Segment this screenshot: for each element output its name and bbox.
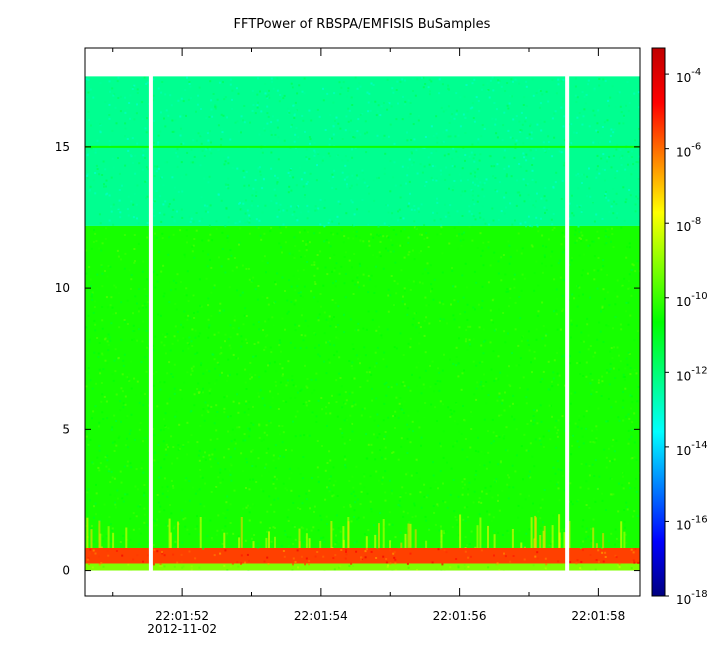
- colorbar-tick-label: 10-12: [676, 365, 708, 383]
- y-tick-label: 0: [62, 564, 70, 578]
- spectrogram-band-3: [85, 563, 640, 571]
- y-tick-label: 15: [55, 140, 70, 154]
- colorbar: 10-4 10-6 10-8 10-10 10-12 10-14 10-16 10-18: [651, 47, 708, 607]
- x-tick-label: 22:01:58: [571, 609, 625, 623]
- colorbar-tick-label: 10-14: [676, 440, 708, 458]
- x-date-label: 2012-11-02: [147, 622, 217, 636]
- y-axis: 0 5 10 15: [55, 140, 640, 578]
- x-tick-label: 22:01:56: [433, 609, 487, 623]
- y-tick-label: 5: [62, 422, 70, 436]
- x-tick-label: 22:01:52: [155, 609, 209, 623]
- spectrogram-band-0: [85, 76, 640, 226]
- data-gap-1: [565, 48, 570, 596]
- no-data-bottom: [85, 570, 640, 596]
- no-data-top: [85, 48, 640, 77]
- x-tick-label: 22:01:54: [294, 609, 348, 623]
- spectrogram-texture: [85, 76, 640, 573]
- colorbar-tick-label: 10-10: [676, 291, 708, 309]
- plot-frame: [84, 47, 641, 597]
- y-tick-label: 10: [55, 281, 70, 295]
- colorbar-tick-label: 10-16: [676, 514, 708, 532]
- chart-title: FFTPower of RBSPA/EMFISIS BuSamples: [233, 17, 491, 32]
- colorbar-tick-label: 10-6: [676, 142, 701, 160]
- spectrogram-data: [85, 48, 640, 596]
- colorbar-gradient: [651, 47, 666, 597]
- spectrogram-bursts: [86, 514, 626, 548]
- data-gap-0: [148, 48, 153, 596]
- colorbar-tick-label: 10-18: [676, 589, 708, 607]
- colorbar-tick-label: 10-8: [676, 216, 701, 234]
- spectral-line-0: [85, 145, 640, 148]
- spectrogram-band-1: [85, 225, 640, 548]
- colorbar-tick-label: 10-4: [676, 67, 701, 85]
- spectrogram-band-2: [85, 547, 640, 564]
